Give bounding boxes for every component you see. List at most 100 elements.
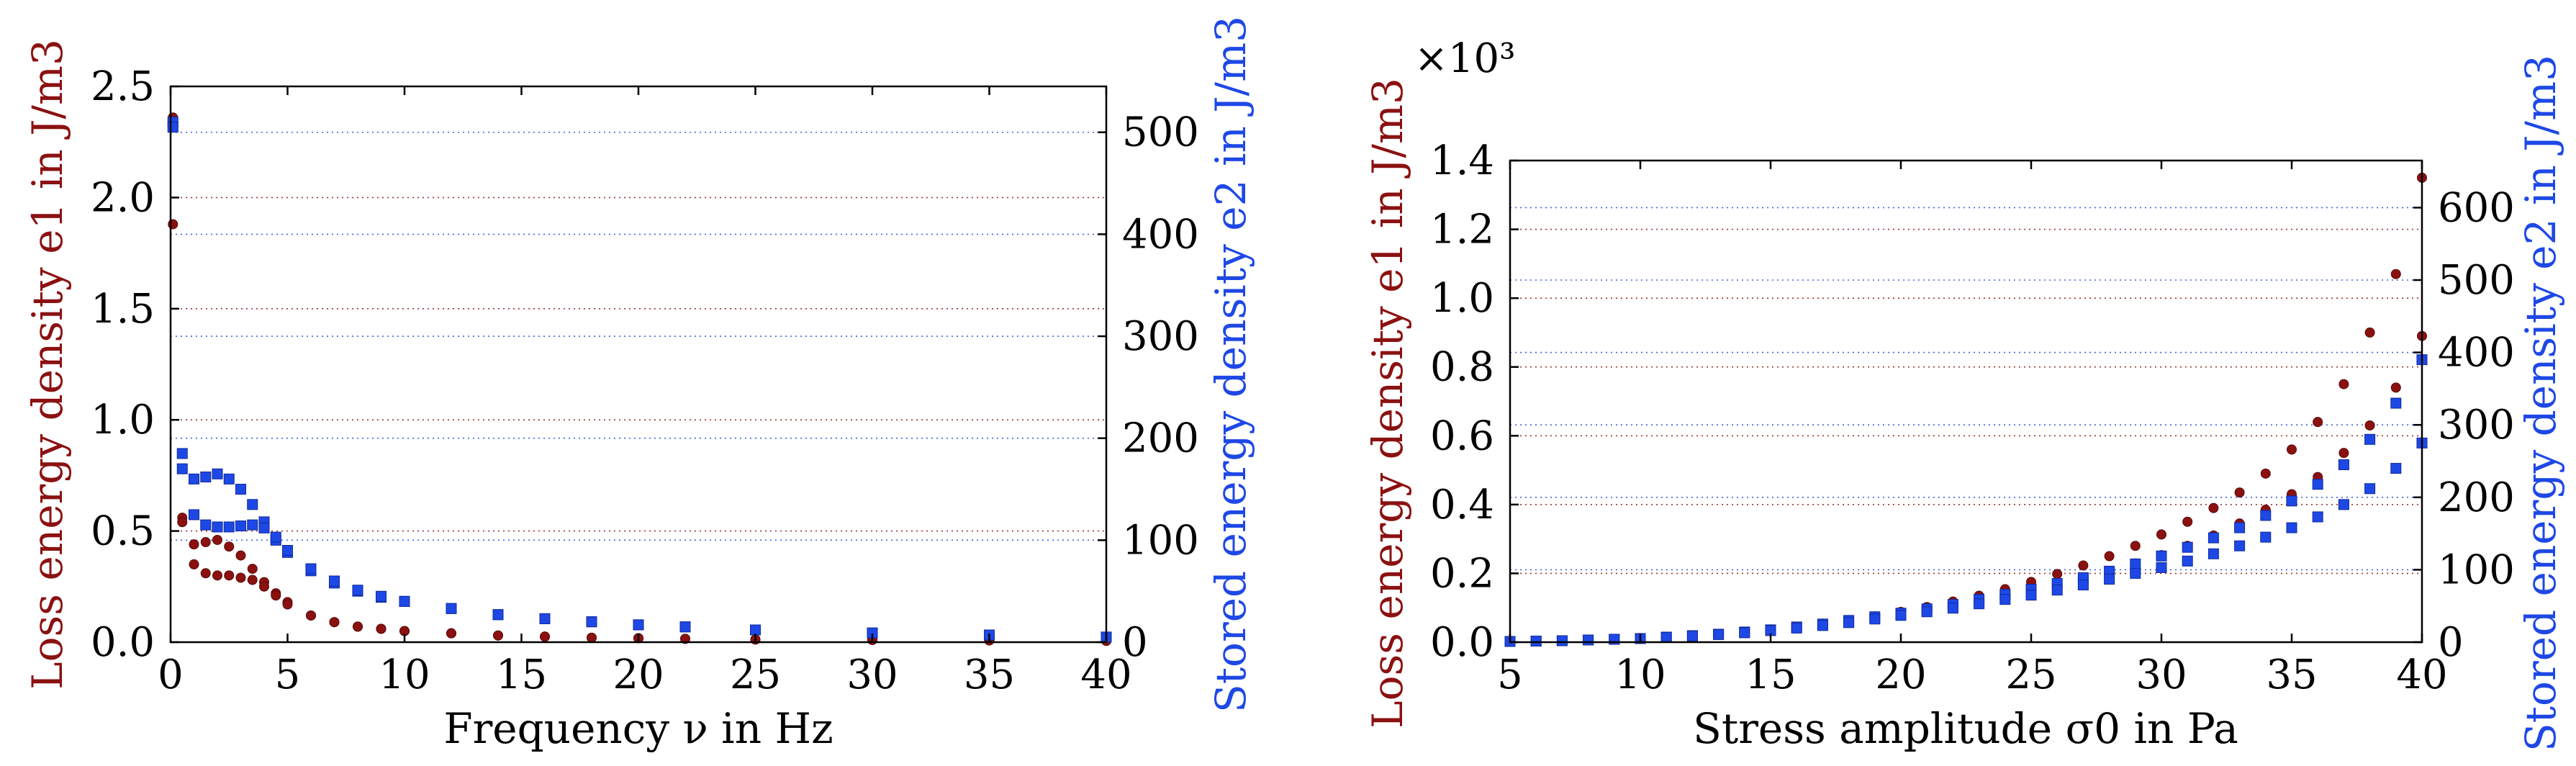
left-ytick-label: 0.0 xyxy=(91,619,155,666)
left-series-1-point-7 xyxy=(247,574,258,585)
left-ticks: 0.0 0.5 1.0 1.5 2.0 2.5 0 100 200 300 400 500 0 5 10 15… xyxy=(91,63,1199,698)
left-series-0-point-4 xyxy=(212,534,222,545)
right-series-3-point-15 xyxy=(1895,610,1907,621)
left-series-3-point-3 xyxy=(200,519,212,531)
right-series-0-point-25 xyxy=(2156,529,2166,540)
left-series-2-point-4 xyxy=(212,468,223,479)
right-plot-frame xyxy=(1509,159,2423,644)
right-series-2-point-26 xyxy=(2182,541,2193,553)
left-xtick-label: 10 xyxy=(379,652,430,698)
left-y2-axis-label: Stored energy density e2 in J/m3 xyxy=(1206,16,1255,713)
right-xtick-label: 15 xyxy=(1745,652,1796,698)
right-xtick-label: 35 xyxy=(2266,652,2317,698)
right-series-3-point-31 xyxy=(2312,511,2323,523)
right-series-3-point-9 xyxy=(1739,627,1750,639)
left-series-1-point-13 xyxy=(353,621,363,632)
right-series-2-point-33 xyxy=(2364,433,2376,445)
right-series-1-point-32 xyxy=(2338,448,2349,459)
left-series-3-point-0 xyxy=(167,122,178,133)
left-series-2-point-5 xyxy=(223,473,235,485)
left-series-2-point-6 xyxy=(235,484,246,495)
right-series-0-point-33 xyxy=(2364,327,2375,338)
left-y2tick-label: 500 xyxy=(1122,109,1199,156)
right-series-3-point-30 xyxy=(2286,522,2297,533)
right-series-0-point-26 xyxy=(2182,516,2193,527)
left-series-3-point-15 xyxy=(399,595,410,607)
right-x-axis-label: Stress amplitude σ0 in Pa xyxy=(1693,704,2238,753)
left-ytick-label: 0.5 xyxy=(91,508,155,555)
right-series-3-point-13 xyxy=(1843,617,1855,628)
right-series-3-point-7 xyxy=(1686,630,1698,641)
right-chart: 0.0 0.2 0.4 0.6 0.8 1.0 1.2 1.4 0 100 200 300 400 500… xyxy=(1363,35,2565,753)
left-xtick-label: 15 xyxy=(496,652,547,698)
left-xtick-label: 30 xyxy=(846,652,898,698)
left-chart: 0.0 0.5 1.0 1.5 2.0 2.5 0 100 200 300 400 500 0 5 10 15… xyxy=(23,16,1255,753)
right-y2tick-label: 500 xyxy=(2438,257,2515,304)
left-marks xyxy=(167,112,1112,646)
right-series-3-point-16 xyxy=(1921,606,1933,618)
right-series-3-point-21 xyxy=(2051,585,2063,596)
left-series-1-point-18 xyxy=(540,631,550,642)
right-series-2-point-24 xyxy=(2130,558,2141,569)
left-plot-frame xyxy=(169,85,1108,644)
right-y2tick-label: 400 xyxy=(2438,330,2515,377)
left-series-3-point-12 xyxy=(329,575,340,587)
right-series-3-point-3 xyxy=(1583,634,1594,646)
right-series-2-point-29 xyxy=(2260,510,2272,521)
left-series-3-point-21 xyxy=(679,621,691,633)
right-series-3-point-24 xyxy=(2130,567,2141,579)
left-xtick-label: 20 xyxy=(613,652,664,698)
right-ytick-label: 1.2 xyxy=(1430,207,1494,253)
right-series-3-point-32 xyxy=(2338,499,2349,510)
left-series-3-point-5 xyxy=(223,521,235,533)
right-series-3-point-17 xyxy=(1947,603,1958,614)
left-series-3-point-19 xyxy=(586,616,597,628)
left-xtick-label: 0 xyxy=(158,652,184,698)
left-series-1-point-21 xyxy=(680,634,690,644)
left-series-1-point-10 xyxy=(282,599,293,610)
left-series-3-point-2 xyxy=(189,509,199,521)
right-series-0-point-23 xyxy=(2104,551,2115,562)
right-xtick-label: 10 xyxy=(1614,652,1666,698)
right-series-2-point-27 xyxy=(2207,532,2219,544)
right-y2tick-label: 600 xyxy=(2438,184,2515,231)
left-series-2-point-7 xyxy=(247,499,258,510)
right-marks xyxy=(1504,172,2428,647)
right-series-3-point-1 xyxy=(1530,635,1542,646)
right-series-1-point-34 xyxy=(2390,382,2401,393)
left-series-0-point-6 xyxy=(235,550,246,561)
left-series-1-point-9 xyxy=(271,590,281,601)
left-series-3-point-6 xyxy=(235,521,246,532)
right-ytick-label: 1.0 xyxy=(1430,275,1494,322)
right-series-3-point-34 xyxy=(2390,463,2402,474)
right-series-3-point-28 xyxy=(2234,540,2246,551)
left-series-0-point-5 xyxy=(224,541,235,552)
right-xtick-label: 25 xyxy=(2005,652,2056,698)
left-series-1-point-11 xyxy=(306,610,316,621)
left-series-3-point-14 xyxy=(376,590,387,602)
left-ytick-label: 1.0 xyxy=(91,397,155,443)
left-ytick-label: 2.5 xyxy=(91,63,155,110)
left-series-3-point-1 xyxy=(176,463,188,474)
right-series-2-point-25 xyxy=(2156,550,2167,562)
left-series-1-point-1 xyxy=(177,517,188,528)
right-series-3-point-6 xyxy=(1660,631,1672,643)
left-series-2-point-3 xyxy=(200,472,212,483)
right-series-1-point-33 xyxy=(2364,420,2375,431)
left-xtick-label: 5 xyxy=(275,652,301,698)
right-series-0-point-22 xyxy=(2078,560,2089,571)
right-series-0-point-21 xyxy=(2052,569,2063,580)
right-series-0-point-28 xyxy=(2234,487,2245,498)
left-grid xyxy=(171,131,1106,541)
left-series-1-point-16 xyxy=(446,628,456,639)
left-series-3-point-8 xyxy=(258,522,270,533)
right-multiplier: ×10³ xyxy=(1414,35,1516,82)
right-series-0-point-27 xyxy=(2208,503,2219,513)
left-series-1-point-12 xyxy=(329,617,340,628)
right-series-3-point-11 xyxy=(1791,622,1802,634)
right-y2tick-label: 0 xyxy=(2438,619,2464,666)
left-series-1-point-3 xyxy=(200,568,211,579)
right-grid xyxy=(1510,207,2422,574)
right-ytick-label: 0.2 xyxy=(1430,550,1494,597)
right-series-3-point-22 xyxy=(2077,580,2089,591)
